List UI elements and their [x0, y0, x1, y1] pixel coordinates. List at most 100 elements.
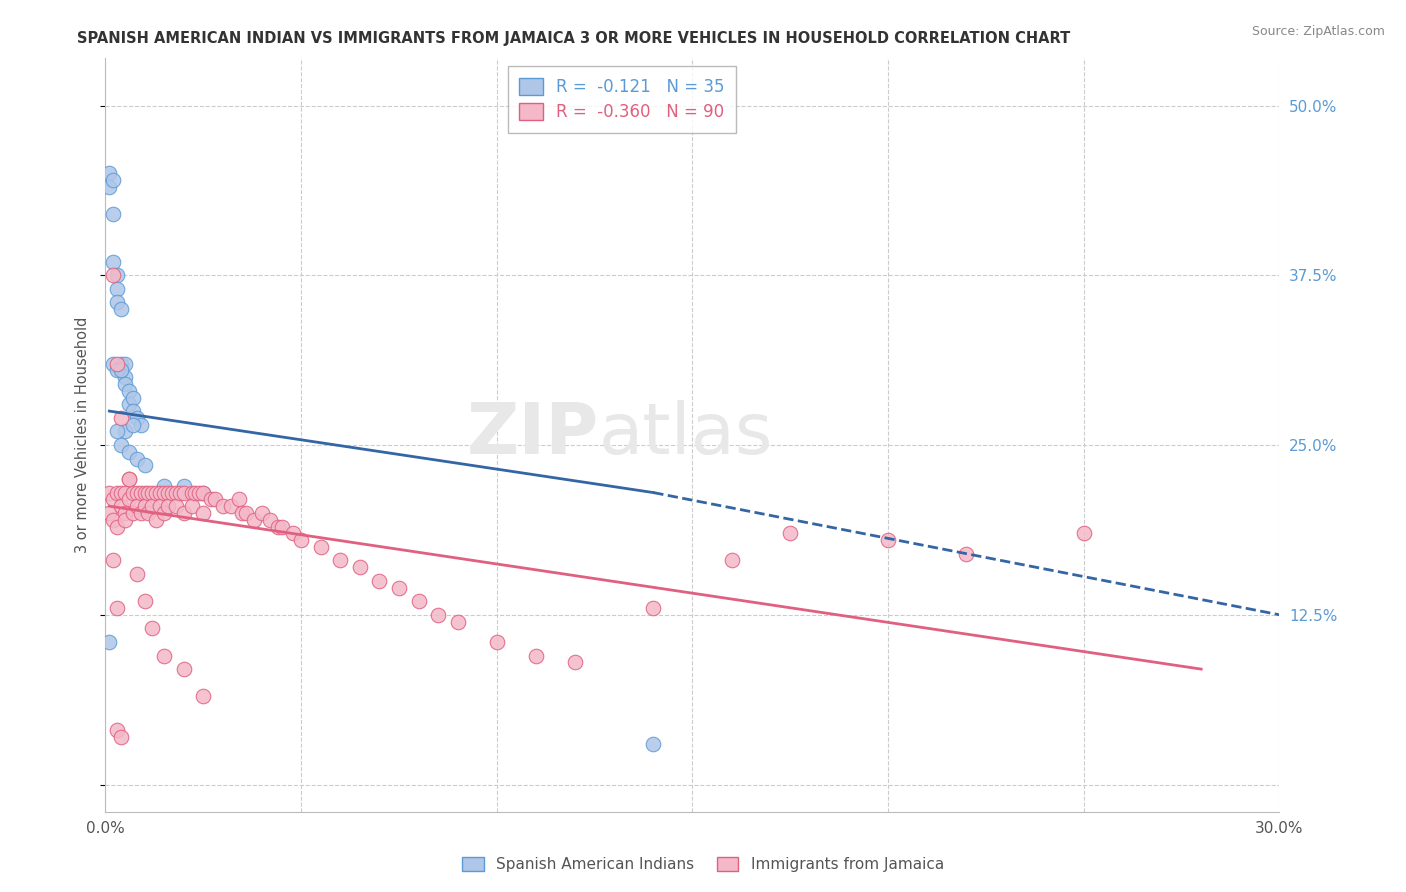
- Point: [408, 594, 430, 608]
- Point: [169, 485, 191, 500]
- Point: [643, 601, 665, 615]
- Point: [138, 485, 160, 500]
- Point: [105, 601, 128, 615]
- Y-axis label: 3 or more Vehicles in Household: 3 or more Vehicles in Household: [75, 317, 90, 553]
- Text: ZIP: ZIP: [467, 401, 599, 469]
- Point: [134, 594, 156, 608]
- Point: [105, 363, 128, 377]
- Point: [141, 485, 163, 500]
- Point: [145, 485, 167, 500]
- Point: [110, 410, 132, 425]
- Point: [446, 615, 468, 629]
- Point: [219, 499, 242, 513]
- Point: [290, 533, 312, 547]
- Point: [118, 472, 141, 486]
- Point: [145, 513, 167, 527]
- Point: [153, 506, 176, 520]
- Point: [129, 417, 152, 432]
- Point: [200, 492, 222, 507]
- Point: [235, 506, 257, 520]
- Legend: Spanish American Indians, Immigrants from Jamaica: Spanish American Indians, Immigrants fro…: [454, 849, 952, 880]
- Point: [193, 690, 215, 704]
- Point: [309, 540, 332, 554]
- Point: [105, 282, 128, 296]
- Point: [110, 302, 132, 317]
- Legend: R =  -0.121   N = 35, R =  -0.360   N = 90: R = -0.121 N = 35, R = -0.360 N = 90: [508, 66, 737, 133]
- Point: [157, 485, 180, 500]
- Point: [138, 506, 160, 520]
- Point: [157, 499, 180, 513]
- Point: [134, 485, 156, 500]
- Point: [388, 581, 411, 595]
- Point: [121, 404, 143, 418]
- Point: [105, 268, 128, 283]
- Point: [98, 166, 121, 180]
- Point: [118, 445, 141, 459]
- Point: [114, 506, 136, 520]
- Point: [955, 547, 977, 561]
- Point: [110, 730, 132, 744]
- Point: [877, 533, 900, 547]
- Point: [105, 485, 128, 500]
- Point: [134, 458, 156, 473]
- Text: atlas: atlas: [599, 401, 773, 469]
- Point: [114, 425, 136, 439]
- Point: [228, 492, 250, 507]
- Point: [118, 472, 141, 486]
- Point: [103, 553, 125, 567]
- Point: [103, 207, 125, 221]
- Point: [105, 723, 128, 738]
- Point: [105, 357, 128, 371]
- Point: [98, 635, 121, 649]
- Point: [149, 499, 172, 513]
- Point: [329, 553, 352, 567]
- Point: [125, 451, 148, 466]
- Point: [114, 370, 136, 384]
- Point: [270, 519, 292, 533]
- Point: [114, 513, 136, 527]
- Point: [193, 485, 215, 500]
- Point: [110, 357, 132, 371]
- Point: [121, 391, 143, 405]
- Point: [193, 506, 215, 520]
- Point: [349, 560, 371, 574]
- Point: [110, 363, 132, 377]
- Point: [173, 485, 195, 500]
- Point: [129, 506, 152, 520]
- Point: [125, 485, 148, 500]
- Point: [173, 662, 195, 676]
- Point: [180, 499, 202, 513]
- Point: [125, 410, 148, 425]
- Point: [149, 485, 172, 500]
- Point: [129, 485, 152, 500]
- Point: [211, 499, 233, 513]
- Point: [283, 526, 305, 541]
- Point: [118, 397, 141, 411]
- Point: [564, 656, 586, 670]
- Point: [103, 268, 125, 283]
- Text: Source: ZipAtlas.com: Source: ZipAtlas.com: [1251, 25, 1385, 38]
- Text: SPANISH AMERICAN INDIAN VS IMMIGRANTS FROM JAMAICA 3 OR MORE VEHICLES IN HOUSEHO: SPANISH AMERICAN INDIAN VS IMMIGRANTS FR…: [77, 31, 1070, 46]
- Point: [153, 648, 176, 663]
- Point: [643, 737, 665, 751]
- Point: [103, 492, 125, 507]
- Point: [231, 506, 253, 520]
- Point: [105, 425, 128, 439]
- Point: [121, 485, 143, 500]
- Point: [266, 519, 288, 533]
- Point: [141, 621, 163, 635]
- Point: [184, 485, 207, 500]
- Point: [118, 492, 141, 507]
- Point: [114, 485, 136, 500]
- Point: [105, 519, 128, 533]
- Point: [110, 499, 132, 513]
- Point: [243, 513, 266, 527]
- Point: [1073, 526, 1095, 541]
- Point: [103, 513, 125, 527]
- Point: [165, 485, 187, 500]
- Point: [103, 173, 125, 187]
- Point: [141, 499, 163, 513]
- Point: [110, 485, 132, 500]
- Point: [153, 479, 176, 493]
- Point: [173, 506, 195, 520]
